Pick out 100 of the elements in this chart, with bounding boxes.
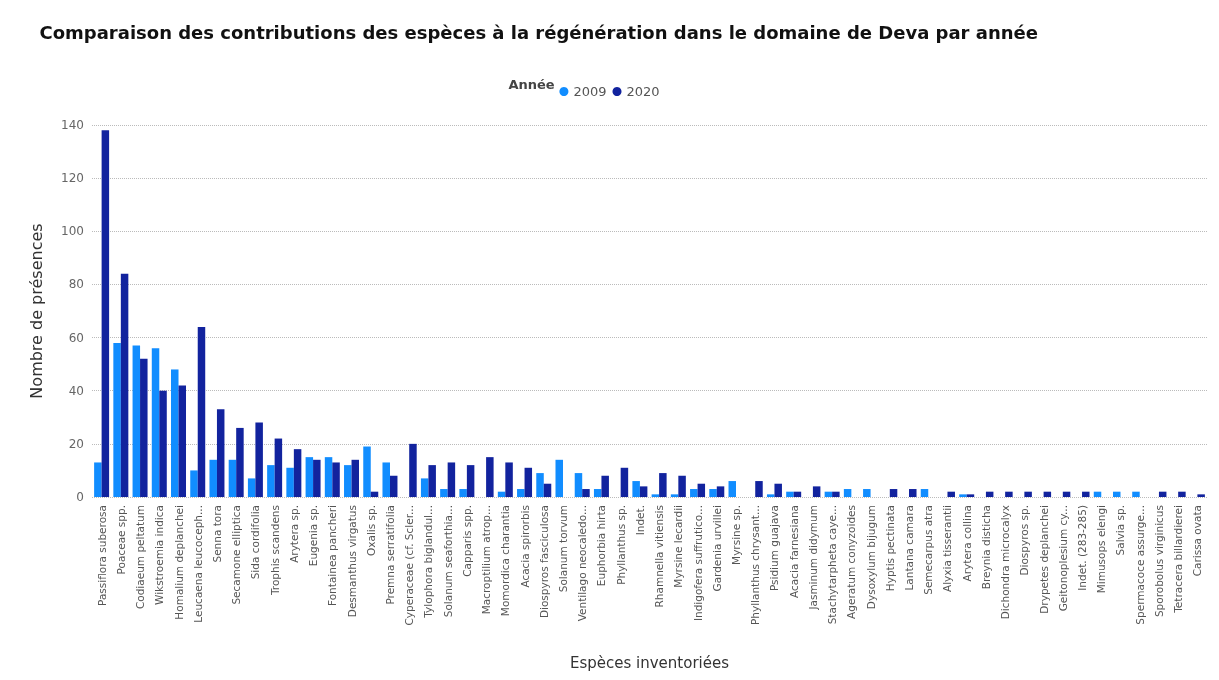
x-tick-label: Wikstroemia indica (153, 505, 166, 605)
bar (132, 345, 141, 497)
bar (966, 494, 975, 497)
x-tick-label: Euphorbia hirta (595, 505, 608, 587)
bar (255, 422, 263, 497)
bar (774, 483, 782, 497)
x-tick-label: Poaceae spp. (114, 505, 127, 575)
bar (428, 465, 436, 497)
bar (536, 473, 544, 497)
x-tick-label: Acacia farnesiana (787, 505, 800, 598)
x-tick-label: Secamone elliptica (230, 505, 243, 605)
bar (151, 348, 160, 497)
bar (178, 385, 187, 497)
bar (293, 449, 302, 497)
bar (889, 489, 898, 497)
x-tick-label: Rhamnella vitiensis (653, 505, 666, 608)
bar (171, 369, 179, 497)
bar (140, 358, 148, 497)
x-tick-label: Acacia spirorbis (518, 505, 531, 588)
x-tick-label: Codiaeum peltatum (134, 505, 147, 610)
bar (959, 494, 967, 497)
x-tick-label: Ageratum conyzoides (845, 505, 858, 619)
chart-title: Comparaison des contributions des espèces à la régénération dans le domaine de Deva par année (39, 21, 1038, 43)
x-tick-label: Tylophora biglandul... (422, 505, 435, 619)
x-tick-label: Sida cordifolia (249, 505, 262, 580)
x-tick-label: Myrsine lecardii (672, 505, 685, 588)
bar (716, 486, 725, 497)
x-tick-label: Lantana camara (903, 505, 916, 591)
x-tick-label: Breynia disticha (979, 505, 992, 590)
x-tick-label: Gardenia urvillei (710, 505, 723, 592)
x-tick-label: Passiflora suberosa (95, 505, 108, 606)
bar (236, 427, 244, 497)
bar (766, 494, 775, 497)
bar (159, 390, 167, 497)
x-tick-label: Hyptis pectinata (883, 505, 896, 592)
bar (555, 459, 563, 497)
y-tick-label: 80 (68, 277, 84, 292)
x-tick-label: Momordica charantia (499, 505, 512, 617)
x-tick-label: Oxalis sp. (364, 505, 377, 557)
x-tick-label: Fontainea pancheri (326, 505, 339, 606)
bar (1132, 491, 1140, 497)
bar (1024, 491, 1032, 497)
bar (728, 481, 737, 497)
x-tick-label: Arytera collina (960, 505, 973, 582)
bar (305, 457, 314, 497)
x-tick-label: Stachytarpheta caye... (826, 505, 839, 625)
x-tick-label: Carissa ovata (1191, 505, 1204, 577)
x-tick-label: Indet. (283-285) (1076, 505, 1089, 591)
bar (216, 409, 225, 497)
bar (466, 465, 475, 497)
y-tick-label: 60 (68, 330, 84, 345)
x-tick-label: Drypetes deplanchei (1037, 505, 1050, 614)
bar (324, 457, 333, 497)
bar (786, 491, 794, 497)
bar (313, 459, 321, 497)
y-tick-label: 100 (61, 224, 84, 239)
bar (113, 342, 121, 497)
x-tick-label: Cyperaceae (cf. Scler... (403, 505, 416, 626)
x-tick-label: Capparis spp. (460, 505, 473, 577)
bar (659, 473, 667, 497)
bar (505, 462, 513, 497)
bar (582, 489, 590, 497)
bar (843, 489, 852, 497)
bar (709, 489, 717, 497)
bar (543, 483, 552, 497)
bar (593, 489, 602, 497)
bar (670, 494, 679, 497)
y-axis-title: Nombre de présences (26, 223, 46, 399)
x-tick-label: Desmanthus virgatus (345, 505, 358, 618)
bar (382, 462, 390, 497)
x-tick-label: Macroptilium atrop... (480, 505, 493, 615)
x-tick-label: Jasminum didymum (806, 505, 819, 611)
x-tick-label: Senna tora (210, 505, 223, 563)
x-tick-label: Indet. (633, 505, 646, 536)
bar (440, 489, 448, 497)
x-tick-label: Sporobolus virginicus (1152, 505, 1165, 618)
bar (1178, 491, 1186, 497)
x-tick-label: Trophis scandens (268, 505, 281, 597)
bar (101, 130, 110, 497)
bar (601, 475, 609, 497)
bar (517, 489, 525, 497)
x-tick-label: Homalium deplanchei (172, 505, 185, 620)
bar (420, 478, 429, 497)
y-tick-label: 120 (61, 171, 84, 186)
bar (755, 481, 763, 497)
y-tick-label: 20 (68, 436, 84, 451)
x-tick-label: Diospyros fasciculosa (537, 505, 550, 619)
bar (632, 481, 640, 497)
bar (94, 462, 102, 497)
bar (574, 473, 583, 497)
bar (812, 486, 821, 497)
bar (920, 489, 929, 497)
x-tick-label: Indigofera suffrutico... (691, 505, 704, 622)
bar (651, 494, 660, 497)
y-tick-label: 140 (61, 118, 84, 132)
x-tick-label: Arytera sp. (287, 505, 300, 563)
x-tick-label: Dichondra microcalyx (999, 505, 1012, 620)
x-tick-label: Geitonoplesium cy... (1056, 505, 1069, 612)
bar (678, 475, 686, 497)
x-tick-label: Salvia sp. (1114, 505, 1127, 556)
